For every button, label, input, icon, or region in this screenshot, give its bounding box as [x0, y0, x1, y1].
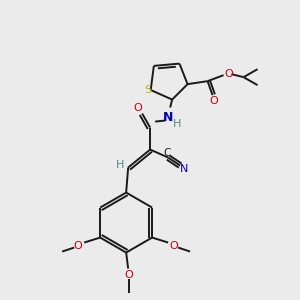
Text: O: O	[74, 241, 82, 250]
Text: C: C	[164, 148, 171, 158]
Text: H: H	[116, 160, 124, 170]
Text: N: N	[180, 164, 188, 174]
Text: O: O	[209, 96, 218, 106]
Text: N: N	[163, 111, 173, 124]
Text: O: O	[170, 241, 178, 250]
Text: O: O	[224, 69, 233, 79]
Text: H: H	[173, 118, 181, 129]
Text: O: O	[125, 270, 134, 280]
Text: O: O	[134, 103, 142, 112]
Text: S: S	[144, 85, 151, 95]
